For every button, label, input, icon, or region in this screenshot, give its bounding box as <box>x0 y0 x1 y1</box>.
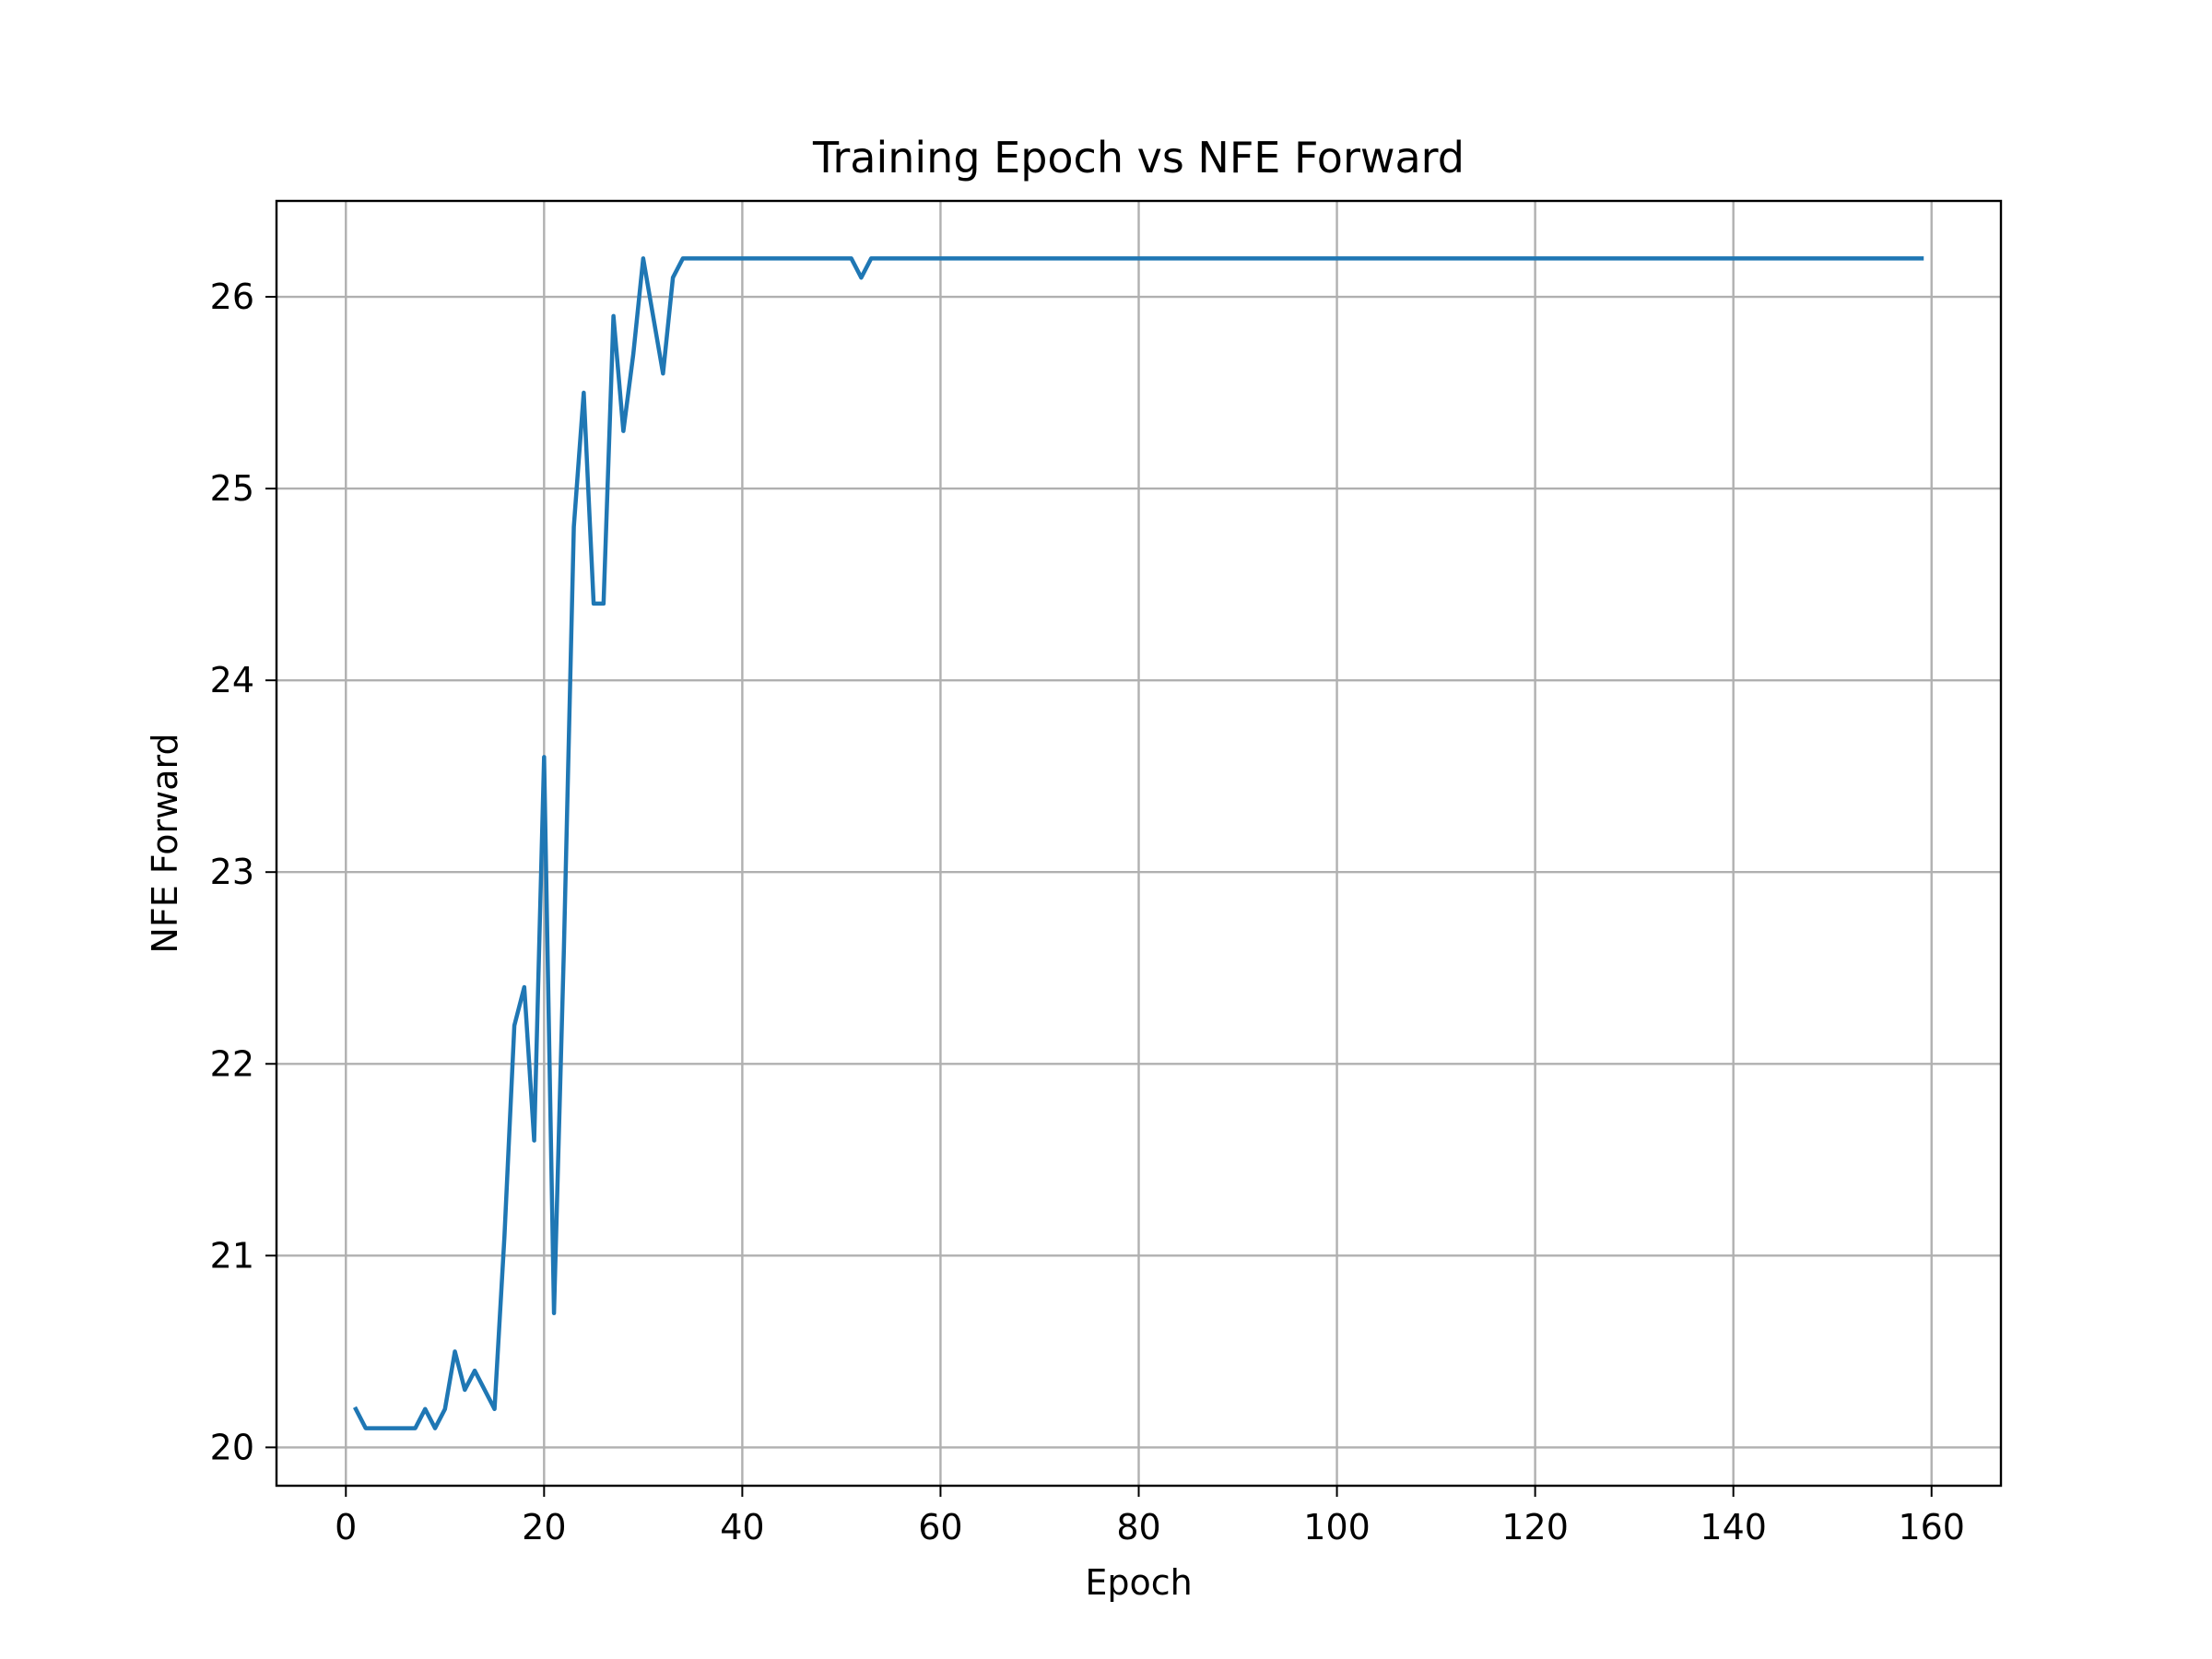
x-tick-label: 40 <box>720 1507 764 1547</box>
y-axis-label: NFE Forward <box>145 733 185 953</box>
y-tick-label: 25 <box>210 468 254 509</box>
x-tick-label: 60 <box>918 1507 962 1547</box>
x-tick-label: 120 <box>1501 1507 1569 1547</box>
x-tick-label: 160 <box>1898 1507 1965 1547</box>
series-line <box>352 256 1924 1430</box>
series-layer <box>352 256 1924 1430</box>
x-tick-label: 100 <box>1303 1507 1371 1547</box>
grid <box>276 201 2001 1486</box>
x-axis-label: Epoch <box>1085 1562 1192 1603</box>
ticks: 0 20 40 60 80 100 120 140 160 20 21 22 23 24 25 26 <box>210 276 1965 1547</box>
y-tick-label: 21 <box>210 1235 254 1276</box>
x-tick-label: 20 <box>522 1507 566 1547</box>
y-tick-label: 23 <box>210 852 254 892</box>
y-tick-label: 26 <box>210 276 254 317</box>
y-tick-label: 22 <box>210 1043 254 1084</box>
chart-title: Training Epoch vs NFE Forward <box>812 133 1465 182</box>
y-tick-label: 20 <box>210 1427 254 1467</box>
x-tick-label: 80 <box>1116 1507 1160 1547</box>
y-tick-label: 24 <box>210 660 254 700</box>
x-tick-label: 140 <box>1700 1507 1767 1547</box>
x-tick-label: 0 <box>335 1507 357 1547</box>
